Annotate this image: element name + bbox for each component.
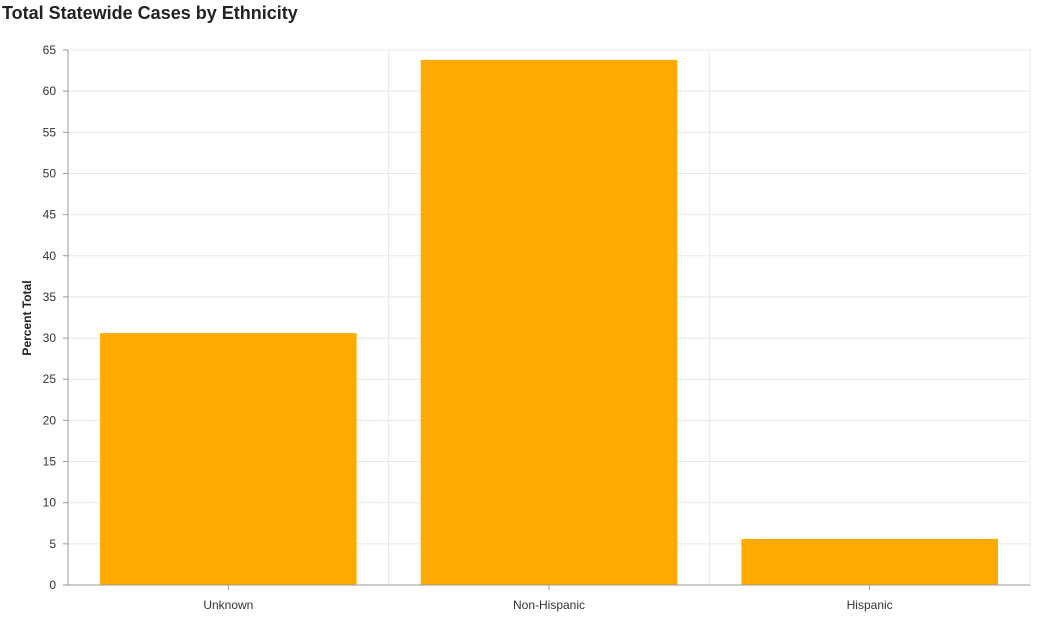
chart-title: Total Statewide Cases by Ethnicity xyxy=(2,3,298,23)
y-tick-label: 10 xyxy=(43,496,57,510)
y-axis-title: Percent Total xyxy=(20,280,34,355)
y-tick-label: 65 xyxy=(43,43,57,57)
bar-hispanic[interactable] xyxy=(741,538,998,585)
x-tick-label: Hispanic xyxy=(847,598,893,612)
y-tick-label: 45 xyxy=(43,208,57,222)
y-tick-labels: 0 5 10 15 20 25 30 35 40 45 50 55 60 65 xyxy=(43,43,57,592)
y-tick-label: 60 xyxy=(43,84,57,98)
y-tick-label: 15 xyxy=(43,455,57,469)
x-tick-label: Non-Hispanic xyxy=(513,598,585,612)
x-tick-label: Unknown xyxy=(203,598,253,612)
y-tick-label: 0 xyxy=(49,578,56,592)
bars-layer xyxy=(100,59,998,585)
bar-non-hispanic[interactable] xyxy=(420,59,678,585)
y-tick-label: 50 xyxy=(43,166,57,180)
axes-layer xyxy=(63,49,1030,590)
y-tick-label: 5 xyxy=(49,537,56,551)
y-tick-label: 20 xyxy=(43,413,57,427)
y-tick-label: 40 xyxy=(43,249,57,263)
y-tick-label: 30 xyxy=(43,331,57,345)
x-tick-labels: Unknown Non-Hispanic Hispanic xyxy=(203,598,892,612)
y-tick-label: 35 xyxy=(43,290,57,304)
y-tick-label: 25 xyxy=(43,372,57,386)
bar-unknown[interactable] xyxy=(100,333,357,585)
y-tick-label: 55 xyxy=(43,125,57,139)
